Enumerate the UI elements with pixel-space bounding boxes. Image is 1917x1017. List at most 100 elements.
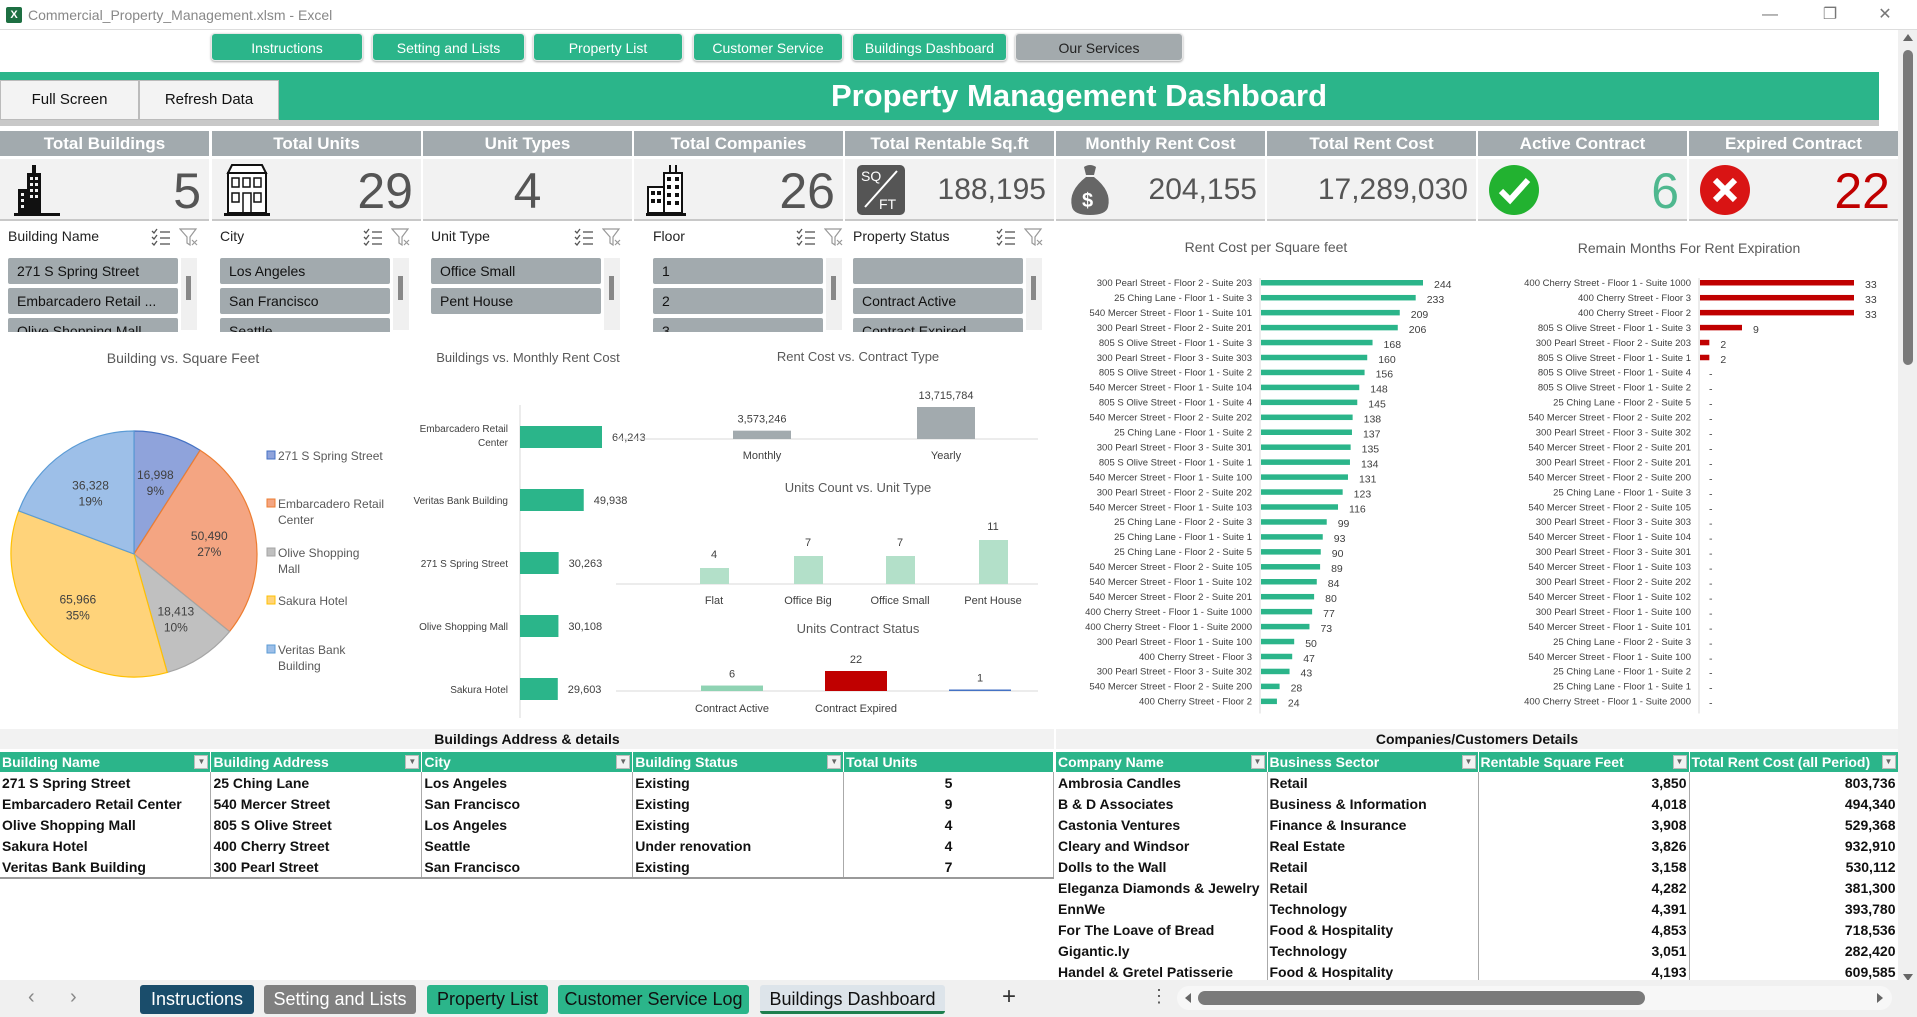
multi-select-icon[interactable] (796, 228, 816, 246)
slicer-item[interactable]: 2 (653, 288, 823, 314)
table-cell[interactable]: Finance & Insurance (1267, 814, 1479, 835)
multi-select-icon[interactable] (363, 228, 383, 246)
table-cell[interactable]: 25 Ching Lane (210, 772, 423, 793)
nav-our-services-button[interactable]: Our Services (1015, 33, 1183, 61)
minimize-button[interactable]: — (1762, 6, 1778, 23)
vertical-scrollbar[interactable] (1898, 30, 1917, 985)
table-cell[interactable]: 4 (843, 814, 1054, 835)
table-cell[interactable]: Food & Hospitality (1267, 961, 1479, 982)
column-header[interactable]: Rentable Square Feet ▼ (1478, 752, 1690, 772)
column-header[interactable]: City ▼ (421, 752, 634, 772)
filter-dropdown-icon[interactable]: ▼ (194, 755, 209, 769)
table-cell[interactable]: 803,736 (1689, 772, 1899, 793)
filter-dropdown-icon[interactable]: ▼ (616, 755, 631, 769)
slicer-item[interactable]: Los Angeles (220, 258, 390, 284)
scroll-right-icon[interactable] (1877, 993, 1883, 1003)
table-cell[interactable]: Olive Shopping Mall (0, 814, 212, 835)
prev-sheet-button[interactable]: ‹ (28, 986, 35, 1008)
nav-property-list-button[interactable]: Property List (533, 33, 683, 61)
sheet-tab-instructions[interactable]: Instructions (140, 985, 254, 1014)
slicer-scrollbar[interactable] (1026, 258, 1042, 330)
slicer-item[interactable]: San Francisco (220, 288, 390, 314)
close-button[interactable]: ✕ (1878, 6, 1892, 23)
slicer-item[interactable]: Contract Expired (853, 318, 1023, 332)
table-cell[interactable]: Sakura Hotel (0, 835, 212, 856)
table-cell[interactable]: 805 S Olive Street (210, 814, 423, 835)
clear-filter-icon[interactable] (602, 227, 622, 247)
table-cell[interactable]: Ambrosia Candles (1056, 772, 1268, 793)
table-cell[interactable]: San Francisco (421, 793, 634, 814)
slicer-item[interactable]: Office Small (431, 258, 601, 284)
filter-dropdown-icon[interactable]: ▼ (827, 755, 842, 769)
table-cell[interactable]: 4,282 (1478, 877, 1690, 898)
filter-dropdown-icon[interactable]: ▼ (1250, 755, 1265, 769)
table-cell[interactable]: 381,300 (1689, 877, 1899, 898)
table-cell[interactable]: EnnWe (1056, 898, 1268, 919)
sheet-tab-setting-and-lists[interactable]: Setting and Lists (264, 985, 416, 1014)
slicer-item[interactable]: 3 (653, 318, 823, 332)
tab-split-handle[interactable]: ⋮ (1150, 986, 1168, 1006)
nav-buildings-dashboard-button[interactable]: Buildings Dashboard (852, 33, 1007, 61)
multi-select-icon[interactable] (151, 228, 171, 246)
slicer-item[interactable]: Pent House (431, 288, 601, 314)
sheet-tab-buildings-dashboard[interactable]: Buildings Dashboard (760, 985, 945, 1014)
table-cell[interactable]: Handel & Gretel Patisserie (1056, 961, 1268, 982)
slicer-item[interactable]: Contract Active (853, 288, 1023, 314)
table-cell[interactable]: 529,368 (1689, 814, 1899, 835)
table-cell[interactable]: 4,193 (1478, 961, 1690, 982)
table-cell[interactable]: Embarcadero Retail Center (0, 793, 212, 814)
table-cell[interactable]: 9 (843, 793, 1054, 814)
table-cell[interactable]: Veritas Bank Building (0, 856, 212, 877)
table-cell[interactable]: 4,391 (1478, 898, 1690, 919)
slicer-item[interactable]: 1 (653, 258, 823, 284)
multi-select-icon[interactable] (996, 228, 1016, 246)
table-cell[interactable]: Los Angeles (421, 772, 634, 793)
table-cell[interactable]: Castonia Ventures (1056, 814, 1268, 835)
slicer-scrollbar[interactable] (604, 258, 620, 330)
table-cell[interactable]: Los Angeles (421, 814, 634, 835)
table-cell[interactable]: 494,340 (1689, 793, 1899, 814)
scroll-up-icon[interactable] (1903, 34, 1913, 41)
sheet-tab-property-list[interactable]: Property List (427, 985, 548, 1014)
table-cell[interactable]: Seattle (421, 835, 634, 856)
filter-dropdown-icon[interactable]: ▼ (1461, 755, 1476, 769)
column-header[interactable]: Building Address ▼ (210, 752, 423, 772)
column-header[interactable]: Company Name ▼ (1056, 752, 1268, 772)
table-cell[interactable]: For The Loave of Bread (1056, 919, 1268, 940)
table-cell[interactable]: Existing (632, 856, 845, 877)
scroll-left-icon[interactable] (1185, 993, 1191, 1003)
table-cell[interactable]: 540 Mercer Street (210, 793, 423, 814)
restore-button[interactable]: ❐ (1822, 6, 1838, 23)
table-cell[interactable]: 530,112 (1689, 856, 1899, 877)
filter-dropdown-icon[interactable]: ▼ (405, 755, 420, 769)
table-cell[interactable]: Technology (1267, 898, 1479, 919)
sheet-tab-customer-service-log[interactable]: Customer Service Log (558, 985, 749, 1014)
table-cell[interactable]: Eleganza Diamonds & Jewelry (1056, 877, 1268, 898)
table-cell[interactable]: Gigantic.ly (1056, 940, 1268, 961)
multi-select-icon[interactable] (574, 228, 594, 246)
slicer-scroll-thumb[interactable] (609, 276, 614, 300)
table-cell[interactable]: Existing (632, 814, 845, 835)
clear-filter-icon[interactable] (1024, 227, 1044, 247)
slicer-scrollbar[interactable] (826, 258, 842, 330)
table-cell[interactable]: Retail (1267, 877, 1479, 898)
table-cell[interactable]: 393,780 (1689, 898, 1899, 919)
table-cell[interactable]: 5 (843, 772, 1054, 793)
table-cell[interactable]: 4,853 (1478, 919, 1690, 940)
clear-filter-icon[interactable] (179, 227, 199, 247)
slicer-item[interactable] (853, 258, 1023, 284)
table-cell[interactable]: Food & Hospitality (1267, 919, 1479, 940)
table-cell[interactable]: Real Estate (1267, 835, 1479, 856)
column-header[interactable]: Total Rent Cost (all Period) ▼ (1689, 752, 1899, 772)
slicer-scroll-thumb[interactable] (398, 276, 403, 300)
slicer-item[interactable]: Seattle (220, 318, 390, 332)
refresh-data-button[interactable]: Refresh Data (139, 80, 279, 120)
table-cell[interactable]: 718,536 (1689, 919, 1899, 940)
table-cell[interactable]: 300 Pearl Street (210, 856, 423, 877)
clear-filter-icon[interactable] (824, 227, 844, 247)
slicer-scrollbar[interactable] (181, 258, 197, 330)
table-cell[interactable]: 4 (843, 835, 1054, 856)
table-cell[interactable]: 3,158 (1478, 856, 1690, 877)
table-cell[interactable]: 609,585 (1689, 961, 1899, 982)
slicer-item[interactable]: Olive Shopping Mall (8, 318, 178, 332)
